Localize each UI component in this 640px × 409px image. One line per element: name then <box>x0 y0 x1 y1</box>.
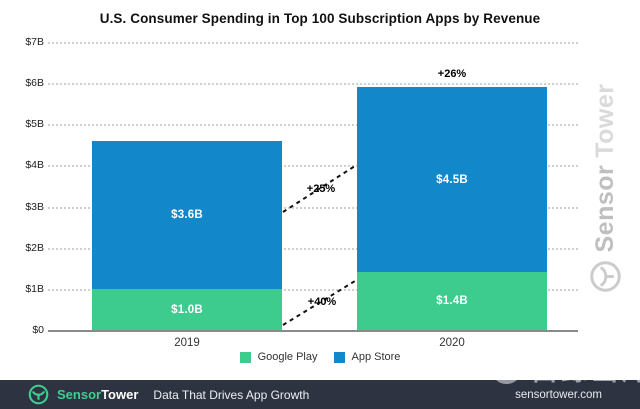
y-tick-label: $3B <box>25 201 44 213</box>
y-tick-label: $5B <box>25 118 44 130</box>
google-play-swatch-icon <box>239 351 251 363</box>
y-tick-label: $1B <box>25 283 44 295</box>
bar-2020-app-store-segment: $4.5B <box>357 87 547 272</box>
y-tick-label: $0 <box>32 324 44 336</box>
gridline-2b <box>48 248 578 250</box>
app-store-growth-label: +25% <box>306 183 336 195</box>
google-play-growth-label: +40% <box>307 296 337 308</box>
legend-item-app-store: App Store <box>333 351 401 363</box>
chart-title: U.S. Consumer Spending in Top 100 Subscr… <box>99 11 541 26</box>
app-store-swatch-icon <box>333 351 345 363</box>
bar-2019-google-play-segment: $1.0B <box>92 289 282 330</box>
bar-2019-google-play-value: $1.0B <box>171 303 203 316</box>
x-axis-label-2019: 2019 <box>174 337 200 349</box>
legend-label-google-play: Google Play <box>257 351 318 363</box>
watermark-brand-tower: Tower <box>590 83 619 158</box>
bar-2020-app-store-value: $4.5B <box>436 173 468 186</box>
x-axis-line <box>48 330 578 332</box>
bar-2019-app-store-value: $3.6B <box>171 209 203 221</box>
y-tick-label: $2B <box>25 242 44 254</box>
footer-bar: SensorTower Data That Drives App Growth … <box>0 380 640 409</box>
legend-item-google-play: Google Play <box>239 351 318 363</box>
bar-2020-google-play-segment: $1.4B <box>357 272 547 330</box>
footer-brand-sensor: Sensor <box>57 387 102 402</box>
sensortower-logo-icon <box>28 384 49 405</box>
y-tick-label: $4B <box>25 159 44 171</box>
bar-2019-app-store-segment: $3.6B <box>92 141 282 289</box>
y-tick-label: $7B <box>25 36 44 48</box>
watermark-brand-sensor: Sensor <box>590 164 619 253</box>
gridline-7b <box>48 42 578 44</box>
gridline-6b <box>48 83 578 85</box>
x-axis-label-2020: 2020 <box>439 337 465 349</box>
footer-website: sensortower.com <box>515 388 602 401</box>
y-tick-label: $6B <box>25 77 44 89</box>
bar-2020-google-play-value: $1.4B <box>436 295 468 307</box>
footer-brand: SensorTower <box>57 387 138 402</box>
gridline-5b <box>48 124 578 126</box>
total-growth-label: +26% <box>437 68 467 80</box>
legend-label-app-store: App Store <box>351 351 401 363</box>
sensortower-logo-icon <box>589 260 621 292</box>
watermark-sensortower-vertical: Sensor Tower <box>585 78 625 298</box>
legend: Google Play App Store <box>0 351 640 363</box>
footer-tagline: Data That Drives App Growth <box>153 387 310 402</box>
footer-brand-tower: Tower <box>101 387 139 402</box>
